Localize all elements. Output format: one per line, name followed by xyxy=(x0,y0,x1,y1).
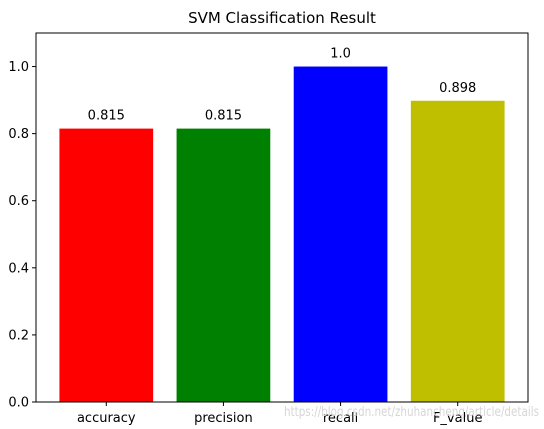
y-tick-label: 1.0 xyxy=(8,60,29,75)
data-label-accuracy: 0.815 xyxy=(88,109,125,124)
y-tick-label: 0.0 xyxy=(8,396,29,411)
bar-f-value xyxy=(410,100,505,403)
y-tick-label: 0.8 xyxy=(8,127,29,142)
bar-accuracy xyxy=(59,128,154,402)
data-label-f-value: 0.898 xyxy=(439,81,476,96)
axes-frame xyxy=(35,32,529,403)
x-tick-label: F_value xyxy=(433,411,483,426)
y-tick-label: 0.2 xyxy=(8,328,29,343)
plot-area: 0.815 0.815 1.0 0.898 0.0 0.2 0.4 0.6 0.8 1.0 accu… xyxy=(8,32,529,426)
y-tick-label: 0.4 xyxy=(8,261,29,276)
bar-recall xyxy=(293,66,388,402)
watermark-text: https://blog.csdn.net/zhuhancheng/articl… xyxy=(284,405,539,420)
chart-title: SVM Classification Result xyxy=(188,9,376,27)
data-label-precision: 0.815 xyxy=(205,109,242,124)
bar-precision xyxy=(176,128,271,402)
x-tick-label: precision xyxy=(194,411,253,426)
x-tick-label: accuracy xyxy=(77,411,136,426)
y-tick-label: 0.6 xyxy=(8,194,29,209)
x-tick-label: recall xyxy=(323,411,358,426)
data-label-recall: 1.0 xyxy=(330,47,351,62)
